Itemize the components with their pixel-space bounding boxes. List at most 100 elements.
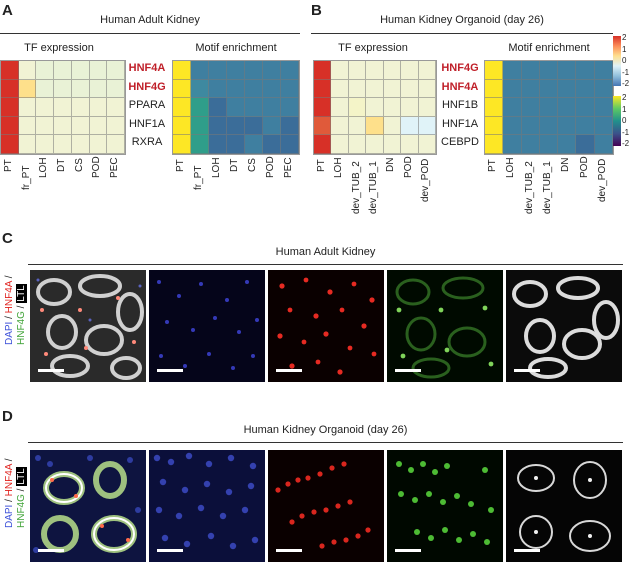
ltl-label: LTL [16, 467, 27, 486]
column-label: dev_TUB_1 [368, 161, 379, 214]
column-label: CS [247, 158, 258, 172]
heatmap-cell [18, 98, 37, 117]
heatmap-cell [227, 61, 245, 80]
column-label: DT [229, 158, 240, 172]
heatmap-cell [331, 61, 349, 80]
heatmap-cell [18, 79, 37, 99]
heatmap-cell [558, 116, 577, 136]
heatmap-cell [18, 61, 37, 80]
heatmap-cell [173, 79, 191, 99]
heatmap-cell [36, 79, 55, 99]
heatmap-cell [418, 98, 436, 117]
separator: / [4, 275, 15, 282]
heatmap-cell [173, 135, 191, 154]
column-label: dev_TUB_2 [523, 161, 535, 214]
heatmap-cell [209, 79, 227, 99]
dapi-channel-image [149, 450, 265, 562]
heatmap-cell [89, 135, 108, 154]
heatmap-cell [366, 116, 384, 136]
motif-colorbar [613, 96, 621, 146]
heatmap-cell [191, 79, 209, 99]
heatmap-cell [594, 61, 613, 80]
gene-label: PPARA [128, 99, 166, 112]
heatmap-cell [331, 135, 349, 154]
heatmap-cell [383, 135, 402, 154]
heatmap-cell [314, 61, 332, 80]
heatmap-cell [539, 79, 559, 99]
panel-c-hnf4g-image [387, 270, 503, 382]
heatmap-cell [485, 116, 504, 136]
column-label: DN [385, 157, 397, 172]
hnf4g-label: HNF4G [16, 311, 27, 345]
panel-c-dapi-image [149, 270, 265, 382]
column-label: PT [487, 159, 499, 172]
heatmap-cell [558, 98, 577, 117]
heatmap-cell [263, 135, 281, 154]
panel-b-letter: B [311, 2, 322, 19]
heatmap-cell [173, 116, 191, 136]
heatmap-cell [89, 98, 108, 117]
heatmap-cell [227, 135, 245, 154]
column-label: fr_PT [20, 165, 32, 190]
panel-d-hnf4g-image [387, 450, 503, 562]
expression-colorbar [613, 36, 621, 86]
heatmap-cell [485, 79, 504, 99]
dapi-channel-image [149, 270, 265, 382]
heatmap-cell [71, 98, 90, 117]
heatmap-cell [1, 61, 19, 80]
heatmap-cell [539, 116, 559, 136]
heatmap-cell [539, 135, 559, 154]
hnf4g-label: HNF4G [16, 494, 27, 528]
column-label: POD [578, 156, 590, 178]
column-label: LOH [38, 157, 50, 178]
heatmap-cell [107, 61, 125, 80]
heatmap-cell [366, 61, 384, 80]
heatmap-cell [521, 116, 540, 136]
heatmap-cell [36, 98, 55, 117]
heatmap-cell [281, 135, 299, 154]
colorbar-tick-label: -2 [622, 79, 630, 88]
heatmap-cell [1, 98, 19, 117]
colorbar-tick-label: 0 [622, 116, 627, 125]
heatmap-cell [503, 135, 522, 154]
panel-d-merge-image [30, 450, 146, 562]
gene-label: HNF4A [441, 80, 479, 93]
column-label: dev_TUB_2 [350, 161, 362, 214]
heatmap-cell [558, 61, 577, 80]
heatmap-cell [383, 61, 402, 80]
heatmap-cell [576, 79, 595, 99]
heatmap-cell [281, 98, 299, 117]
heatmap-cell [54, 61, 72, 80]
heatmap-cell [314, 135, 332, 154]
heatmap-cell [227, 116, 245, 136]
colorbar-tick-label: -1 [622, 127, 630, 137]
column-label: DT [56, 158, 67, 172]
heatmap-cell [54, 135, 72, 154]
panel-b-motif-heatmap [484, 60, 614, 155]
panel-b-rule [311, 33, 613, 34]
gene-label: HNF4G [441, 62, 479, 74]
heatmap-cell [418, 79, 436, 99]
column-label: dev_TUB_1 [542, 161, 553, 214]
heatmap-cell [418, 61, 436, 80]
heatmap-cell [36, 61, 55, 80]
heatmap-cell [281, 79, 299, 99]
gene-label: HNF1A [128, 117, 166, 130]
scale-bar [157, 549, 183, 552]
colorbar-tick-label: 1 [622, 104, 627, 114]
heatmap-cell [576, 61, 595, 80]
heatmap-cell [191, 61, 209, 80]
heatmap-cell [331, 79, 349, 99]
heatmap-cell [263, 98, 281, 117]
heatmap-cell [191, 116, 209, 136]
heatmap-cell [191, 135, 209, 154]
scale-bar [157, 369, 183, 372]
heatmap-cell [209, 61, 227, 80]
heatmap-cell [521, 135, 540, 154]
heatmap-cell [263, 116, 281, 136]
panel-c-ltl-image [506, 270, 622, 382]
gene-label: HNF4G [128, 80, 166, 93]
heatmap-cell [71, 61, 90, 80]
colorbar-tick-label: 1 [622, 44, 627, 54]
heatmap-cell [539, 61, 559, 80]
